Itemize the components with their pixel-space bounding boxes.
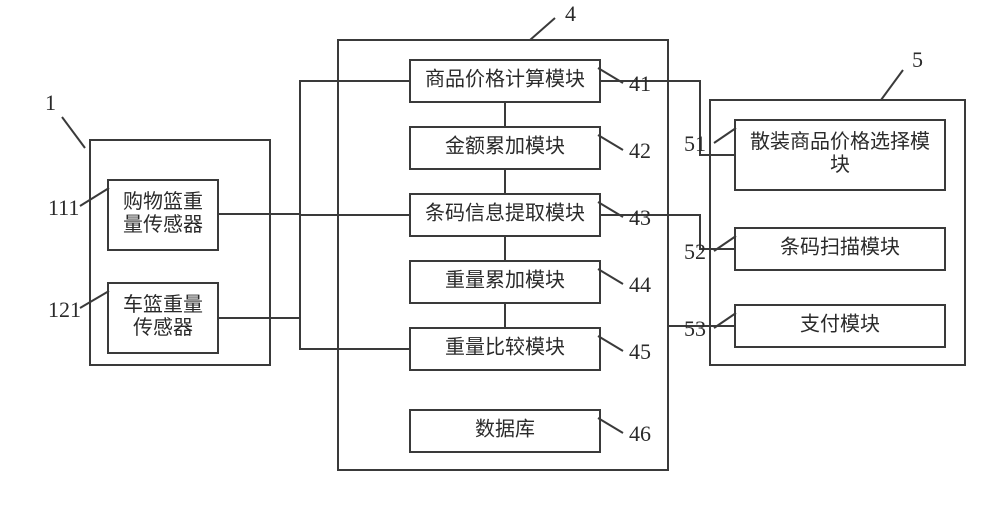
box-text-b111-l0: 购物篮重 [123, 190, 203, 213]
box-label-b121: 121 [48, 297, 81, 322]
box-text-b45-l0: 重量比较模块 [445, 336, 565, 359]
box-label-b111: 111 [48, 195, 79, 220]
box-label-b52: 52 [684, 239, 706, 264]
box-text-b53-l0: 支付模块 [800, 313, 880, 336]
box-label-b46: 46 [629, 421, 651, 446]
box-text-b44-l0: 重量累加模块 [445, 269, 565, 292]
box-label-b45: 45 [629, 339, 651, 364]
box-text-b46-l0: 数据库 [475, 418, 535, 441]
diagram-canvas: 145购物篮重量传感器111车篮重量传感器121商品价格计算模块41金额累加模块… [0, 0, 1000, 507]
group-label-g4: 4 [565, 1, 576, 26]
box-lead-b46 [598, 418, 623, 433]
box-text-b42-l0: 金额累加模块 [445, 135, 565, 158]
group-label-g1: 1 [45, 90, 56, 115]
box-label-b44: 44 [629, 272, 651, 297]
group-label-g5: 5 [912, 47, 923, 72]
box-lead-b111 [80, 188, 109, 206]
group-g4 [338, 40, 668, 470]
group-lead-g5 [881, 70, 903, 100]
box-text-b51-l1: 块 [830, 153, 850, 176]
box-text-b121-l1: 传感器 [133, 316, 193, 339]
box-text-b41-l0: 商品价格计算模块 [425, 68, 585, 91]
box-lead-b121 [80, 291, 109, 308]
box-text-b52-l0: 条码扫描模块 [780, 236, 900, 259]
box-lead-b51 [714, 128, 736, 143]
box-label-b43: 43 [629, 205, 651, 230]
group-lead-g4 [530, 18, 555, 40]
box-text-b121-l0: 车篮重量 [123, 293, 203, 316]
connector-8 [218, 318, 410, 349]
connector-7 [218, 215, 410, 318]
box-label-b41: 41 [629, 71, 651, 96]
box-text-b51-l0: 散装商品价格选择模 [750, 130, 930, 153]
connector-6 [218, 81, 410, 318]
group-lead-g1 [62, 117, 85, 148]
box-label-b51: 51 [684, 131, 706, 156]
connector-4 [218, 81, 410, 214]
box-lead-b45 [598, 336, 623, 351]
box-lead-b44 [598, 269, 623, 284]
box-text-b43-l0: 条码信息提取模块 [425, 202, 585, 225]
box-text-b111-l1: 量传感器 [123, 213, 203, 236]
box-lead-b42 [598, 135, 623, 150]
box-label-b53: 53 [684, 316, 706, 341]
box-label-b42: 42 [629, 138, 651, 163]
